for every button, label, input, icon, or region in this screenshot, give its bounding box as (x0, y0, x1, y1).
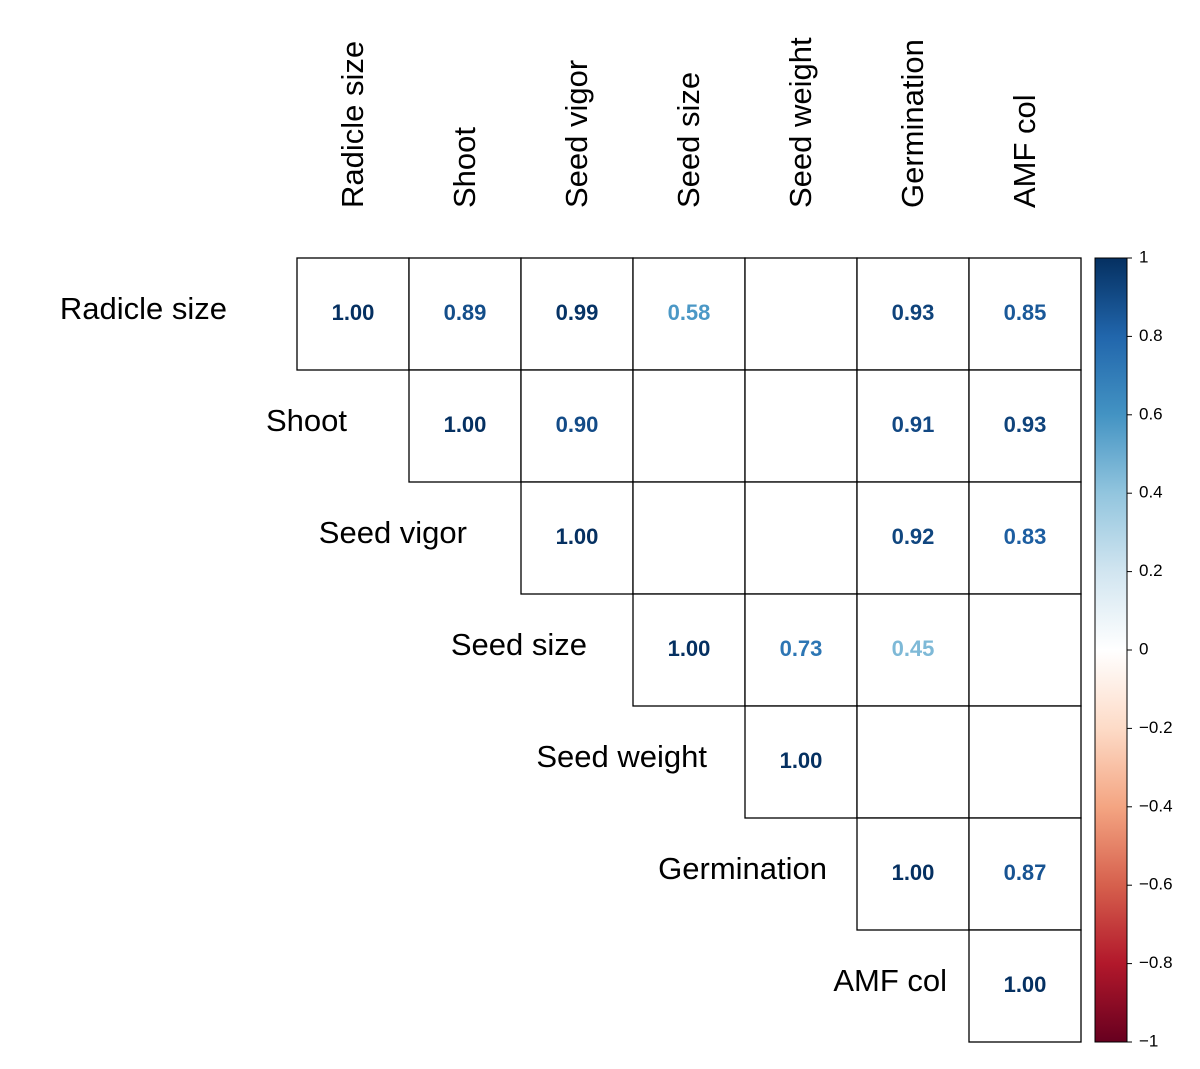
cell (856, 817, 970, 931)
column-label: AMF col (1007, 94, 1042, 208)
cell-value: 0.92 (892, 524, 935, 549)
cell (856, 481, 970, 595)
cell (744, 257, 858, 371)
row-label: Seed weight (536, 739, 707, 774)
cell (968, 705, 1082, 819)
cell (968, 593, 1082, 707)
cell (632, 593, 746, 707)
cell-value: 1.00 (1004, 972, 1047, 997)
cell-value: 0.99 (556, 300, 599, 325)
cell (408, 369, 522, 483)
row-label: Germination (658, 851, 827, 886)
cell-value: 1.00 (332, 300, 375, 325)
row-label: Radicle size (60, 291, 227, 326)
cell (520, 257, 634, 371)
column-label: Germination (895, 39, 930, 208)
cell-value: 0.73 (780, 636, 823, 661)
cell-value: 1.00 (892, 860, 935, 885)
cell-value: 0.89 (444, 300, 487, 325)
cell (968, 929, 1082, 1043)
color-tick-label: 0.8 (1139, 326, 1163, 345)
color-tick-label: −0.6 (1139, 875, 1173, 894)
column-label: Seed vigor (559, 60, 594, 208)
cell (968, 481, 1082, 595)
cell (968, 369, 1082, 483)
cell-value: 1.00 (668, 636, 711, 661)
cell-value: 1.00 (780, 748, 823, 773)
color-tick-label: −1 (1139, 1031, 1158, 1050)
cell (744, 705, 858, 819)
column-label: Shoot (447, 127, 482, 208)
color-tick-label: 1 (1139, 247, 1148, 266)
cell (632, 481, 746, 595)
color-tick-label: −0.4 (1139, 796, 1173, 815)
cell (744, 481, 858, 595)
cell (968, 817, 1082, 931)
cell-value: 0.58 (668, 300, 711, 325)
cell (856, 257, 970, 371)
cell (856, 705, 970, 819)
row-label: Seed vigor (319, 515, 467, 550)
cell-value: 0.93 (1004, 412, 1047, 437)
cell-value: 0.45 (892, 636, 935, 661)
row-label: Seed size (451, 627, 587, 662)
color-tick-label: −0.8 (1139, 953, 1173, 972)
cell-value: 0.87 (1004, 860, 1047, 885)
row-label: Shoot (266, 403, 347, 438)
color-bar (1094, 257, 1128, 1043)
cell (632, 257, 746, 371)
cell (744, 369, 858, 483)
color-tick-label: 0.2 (1139, 561, 1163, 580)
cell (968, 257, 1082, 371)
cell (408, 257, 522, 371)
color-tick-label: 0 (1139, 639, 1148, 658)
cell-value: 0.90 (556, 412, 599, 437)
cell-value: 0.91 (892, 412, 935, 437)
color-tick-label: 0.6 (1139, 404, 1163, 423)
column-label: Seed size (671, 72, 706, 208)
cell-value: 1.00 (556, 524, 599, 549)
color-tick-label: −0.2 (1139, 718, 1173, 737)
cell-value: 0.83 (1004, 524, 1047, 549)
cell (856, 593, 970, 707)
cell (744, 593, 858, 707)
column-label: Radicle size (335, 41, 370, 208)
column-label: Seed weight (783, 37, 818, 208)
color-tick-label: 0.4 (1139, 483, 1163, 502)
cell (520, 369, 634, 483)
cell-value: 0.85 (1004, 300, 1047, 325)
cell (296, 257, 410, 371)
row-label: AMF col (833, 963, 947, 998)
cell-value: 1.00 (444, 412, 487, 437)
cell-value: 0.93 (892, 300, 935, 325)
cell (632, 369, 746, 483)
